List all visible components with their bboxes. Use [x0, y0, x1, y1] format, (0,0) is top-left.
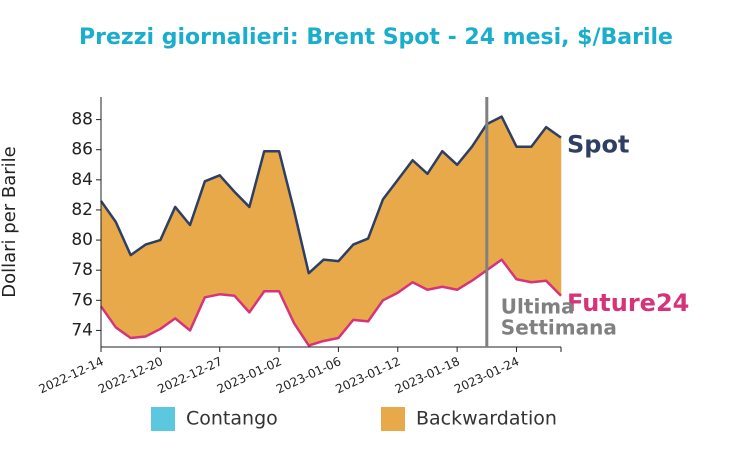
band-segment [456, 146, 473, 291]
series-line [99, 115, 562, 275]
band-segment [486, 116, 502, 271]
band-segment [516, 146, 532, 283]
band-segment [412, 159, 428, 291]
y-tick-label: 80 [71, 230, 93, 250]
band-segment [353, 238, 369, 322]
y-axis-label: Dollari per Barile [0, 146, 20, 298]
y-tick-label: 86 [71, 140, 93, 160]
series-label: Spot [567, 131, 629, 159]
legend-swatch [151, 407, 175, 431]
y-tick-label: 88 [71, 110, 93, 130]
band-segment [174, 206, 191, 331]
x-tick-label: 2023-01-18 [393, 354, 462, 396]
band-segment [442, 150, 458, 291]
annotation: Settimana [501, 316, 617, 340]
band-segment [263, 150, 280, 292]
x-tick-label: 2023-01-12 [333, 354, 402, 396]
series-label: Future24 [567, 289, 689, 317]
band-segment [545, 126, 562, 297]
band-segment [204, 174, 220, 298]
y-tick-label: 74 [71, 320, 93, 340]
legend-swatch [381, 407, 405, 431]
x-tick-label: 2023-01-24 [452, 354, 521, 396]
band-segment [397, 159, 413, 294]
chart-title: Prezzi giornalieri: Brent Spot - 24 mesi… [79, 25, 673, 50]
annotation: Ultima [501, 295, 575, 319]
series-line [99, 258, 562, 347]
y-tick-label: 76 [71, 290, 93, 310]
x-tick-label: 2023-01-02 [215, 354, 284, 396]
band-segment [323, 259, 339, 342]
legend-label: Contango [186, 408, 278, 430]
x-tick-label: 2022-12-14 [37, 354, 106, 396]
band-segment [145, 239, 161, 337]
y-tick-label: 82 [71, 200, 93, 220]
x-tick-label: 2022-12-20 [96, 354, 165, 396]
x-tick-label: 2023-01-06 [274, 354, 343, 396]
band-segment [130, 244, 146, 339]
band-segment [471, 123, 488, 282]
y-tick-label: 78 [71, 260, 93, 280]
band-segment [234, 191, 250, 314]
y-tick-label: 84 [71, 170, 93, 190]
legend-label: Backwardation [416, 408, 557, 430]
x-tick-label: 2022-12-27 [155, 354, 224, 396]
band-segment [219, 174, 235, 297]
band-segment [531, 126, 547, 283]
